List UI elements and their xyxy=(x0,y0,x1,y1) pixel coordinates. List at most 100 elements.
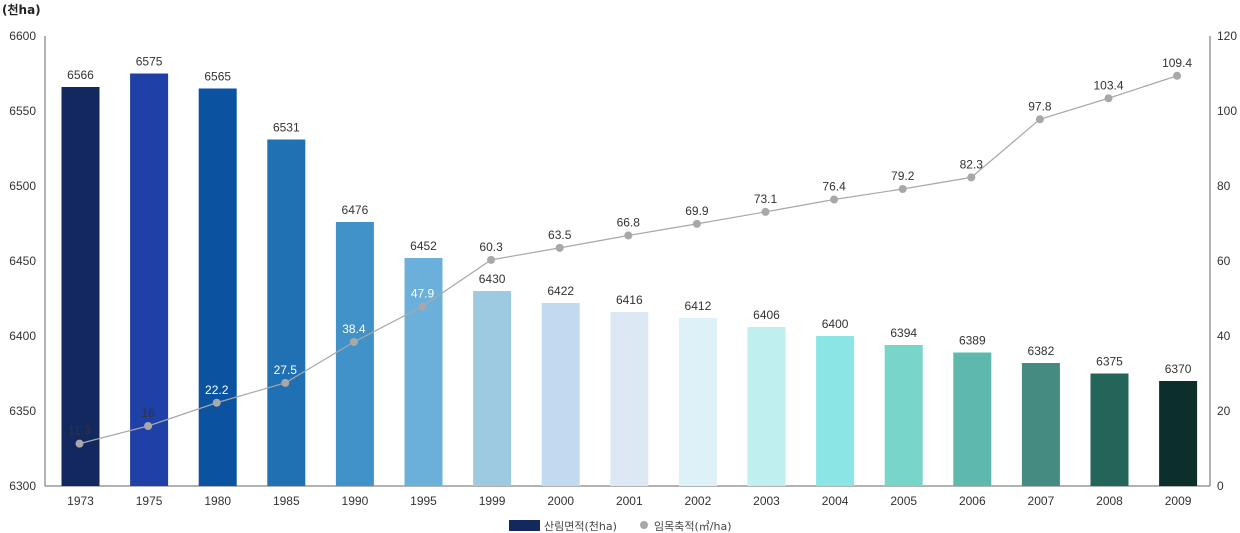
x-axis-tick-label: 2001 xyxy=(616,494,643,508)
bar-value-label: 6375 xyxy=(1096,355,1123,369)
bar xyxy=(610,312,649,486)
x-axis-tick-label: 2008 xyxy=(1096,494,1123,508)
x-axis-tick-label: 1990 xyxy=(342,494,369,508)
line-value-label: 103.4 xyxy=(1093,78,1123,92)
bar-value-label: 6575 xyxy=(136,55,163,69)
line-point xyxy=(898,185,907,193)
right-axis-tick-label: 80 xyxy=(1217,179,1231,193)
bar xyxy=(130,73,169,486)
line-point xyxy=(418,302,427,311)
line-point xyxy=(212,398,221,407)
x-axis-tick-label: 2006 xyxy=(959,494,986,508)
right-axis-tick-label: 0 xyxy=(1217,479,1224,493)
bar-series: 6566 6575 6565 6531 6476 6452 6430 6422 6416 6412… xyxy=(61,55,1198,486)
line-series: 11.3 16 22.2 27.5 38.4 47.9 60.3 63.5 66.8 69.9 73… xyxy=(68,56,1192,448)
x-axis-tick-label: 2005 xyxy=(890,494,917,508)
line-value-label: 38.4 xyxy=(342,322,366,336)
line-value-label: 79.2 xyxy=(891,169,915,183)
axes: 6300 6350 6400 6450 6500 6550 6600 0 20 40 60 80 100… xyxy=(9,29,1237,508)
bar-value-label: 6416 xyxy=(616,293,643,307)
line-value-label: 97.8 xyxy=(1028,99,1052,113)
legend-bar-label: 산림면적(천ha) xyxy=(544,519,617,533)
line-point xyxy=(487,255,496,264)
bar-value-label: 6389 xyxy=(959,334,986,348)
line-value-label: 27.5 xyxy=(274,363,298,377)
bar-value-label: 6406 xyxy=(753,308,780,322)
line-value-label: 69.9 xyxy=(685,204,709,218)
line-point xyxy=(1035,115,1044,124)
line-point xyxy=(830,195,839,204)
right-axis-tick-label: 100 xyxy=(1217,104,1237,118)
x-axis-tick-label: 1980 xyxy=(204,494,231,508)
bar xyxy=(747,327,786,486)
bar-value-label: 6394 xyxy=(890,326,917,340)
line-value-label: 16 xyxy=(141,406,155,420)
bar xyxy=(678,318,717,486)
legend-bar-swatch xyxy=(509,520,540,531)
line-value-label: 63.5 xyxy=(548,228,572,242)
right-axis-tick-label: 20 xyxy=(1217,404,1231,418)
x-axis-tick-label: 2003 xyxy=(753,494,780,508)
line-value-label: 109.4 xyxy=(1162,56,1192,70)
line-point xyxy=(967,173,976,182)
line-value-label: 11.3 xyxy=(68,424,91,438)
bar xyxy=(267,139,306,486)
bar-value-label: 6422 xyxy=(547,284,574,298)
line-point xyxy=(692,219,701,228)
bar-value-label: 6476 xyxy=(342,203,369,217)
bar-value-label: 6565 xyxy=(204,70,231,84)
left-axis-tick-label: 6350 xyxy=(9,404,36,418)
right-axis-tick-label: 60 xyxy=(1217,254,1231,268)
x-axis-tick-label: 2004 xyxy=(822,494,849,508)
line-value-label: 66.8 xyxy=(617,216,641,230)
bar xyxy=(816,336,855,486)
line-point xyxy=(555,243,564,252)
x-axis-tick-label: 1973 xyxy=(67,494,94,508)
legend-line-swatch xyxy=(640,521,648,529)
left-axis-tick-label: 6500 xyxy=(9,179,36,193)
line-value-label: 47.9 xyxy=(411,286,435,300)
bar xyxy=(335,222,374,486)
bar xyxy=(1159,381,1198,486)
x-axis-tick-label: 2002 xyxy=(685,494,712,508)
x-axis-tick-label: 2000 xyxy=(547,494,574,508)
bar xyxy=(541,303,580,486)
bar xyxy=(1021,363,1060,486)
line-point xyxy=(281,378,290,387)
x-axis-tick-label: 2009 xyxy=(1165,494,1192,508)
bar-value-label: 6566 xyxy=(67,68,94,82)
left-axis-tick-label: 6600 xyxy=(9,29,36,43)
left-axis-tick-label: 6300 xyxy=(9,479,36,493)
left-axis-tick-label: 6400 xyxy=(9,329,36,343)
bar-value-label: 6430 xyxy=(479,272,506,286)
bar xyxy=(1090,373,1129,486)
bar-value-label: 6400 xyxy=(822,317,849,331)
line-value-label: 82.3 xyxy=(960,157,984,171)
line-point xyxy=(1104,94,1113,103)
bar xyxy=(884,345,923,486)
line-value-label: 60.3 xyxy=(479,240,503,254)
x-axis-tick-label: 1975 xyxy=(136,494,163,508)
bar xyxy=(198,88,237,486)
line-point xyxy=(624,231,633,240)
bar xyxy=(61,87,100,486)
line-value-label: 76.4 xyxy=(822,180,846,194)
bar xyxy=(953,352,992,486)
x-axis-tick-label: 1999 xyxy=(479,494,506,508)
bar-value-label: 6370 xyxy=(1165,362,1192,376)
bar-value-label: 6531 xyxy=(273,121,300,135)
x-axis-tick-label: 1985 xyxy=(273,494,300,508)
x-axis-tick-label: 2007 xyxy=(1028,494,1055,508)
line-point xyxy=(75,439,84,448)
line-value-label: 22.2 xyxy=(205,383,229,397)
left-axis-tick-label: 6550 xyxy=(9,104,36,118)
legend-line-label: 임목축적(㎥/ha) xyxy=(654,520,731,533)
line-point xyxy=(144,422,153,430)
bar xyxy=(473,291,512,486)
x-axis-tick-label: 1995 xyxy=(410,494,437,508)
line-point xyxy=(761,207,770,216)
line-point xyxy=(349,338,358,346)
left-axis-tick-label: 6450 xyxy=(9,254,36,268)
line-point xyxy=(1173,71,1182,80)
